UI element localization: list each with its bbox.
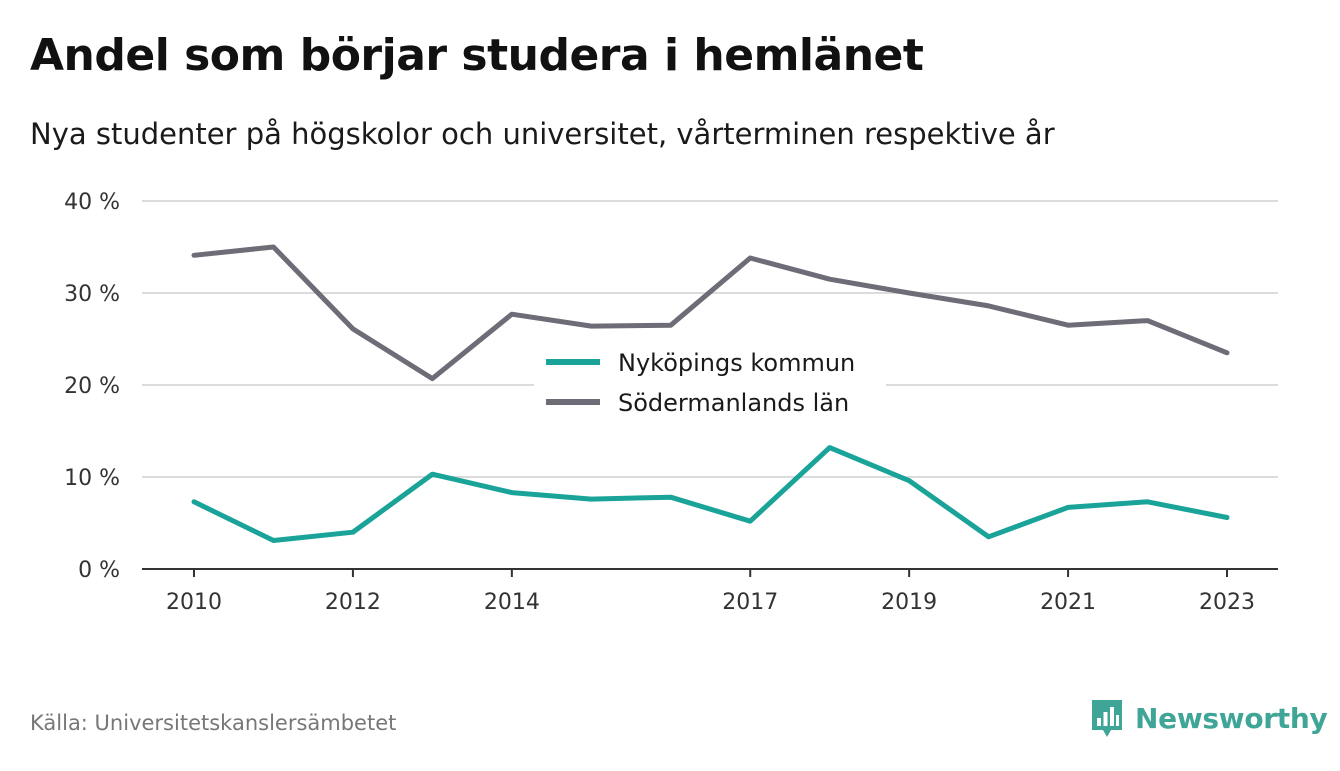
x-tick-label: 2014: [484, 590, 540, 615]
y-tick-label: 10 %: [64, 466, 120, 491]
x-tick-label: 2019: [881, 590, 937, 615]
brand-name: Newsworthy: [1135, 701, 1328, 735]
series-line-s-dermanlands-l-n: [191, 244, 1230, 382]
legend-label: Södermanlands län: [618, 389, 849, 417]
x-tick-label: 2010: [166, 590, 222, 615]
y-tick-label: 30 %: [64, 282, 120, 307]
axes: 0 % 10 % 20 % 30 % 40 % 2010 2012 2014 2017 2019 2…: [64, 190, 1278, 615]
series-lines: [191, 244, 1230, 543]
legend-label: Nyköpings kommun: [618, 349, 855, 377]
x-tick-label: 2023: [1199, 590, 1255, 615]
source-note: Källa: Universitetskanslersämbetet: [30, 711, 397, 735]
bar-chart-speech-bubble-icon: [1092, 700, 1122, 737]
series-line-nyk-pings-kommun: [191, 445, 1230, 543]
legend-background: [534, 336, 886, 428]
chart-subtitle: Nya studenter på högskolor och universit…: [30, 117, 1055, 151]
x-tick-label: 2021: [1040, 590, 1096, 615]
x-tick-label: 2012: [325, 590, 381, 615]
brand-logo: Newsworthy: [1089, 697, 1328, 739]
y-tick-label: 20 %: [64, 374, 120, 399]
x-tick-label: 2017: [722, 590, 778, 615]
legend: Nyköpings kommun Södermanlands län: [534, 336, 886, 428]
y-tick-label: 0 %: [78, 558, 120, 583]
y-tick-label: 40 %: [64, 190, 120, 215]
chart-title: Andel som börjar studera i hemlänet: [30, 30, 924, 81]
